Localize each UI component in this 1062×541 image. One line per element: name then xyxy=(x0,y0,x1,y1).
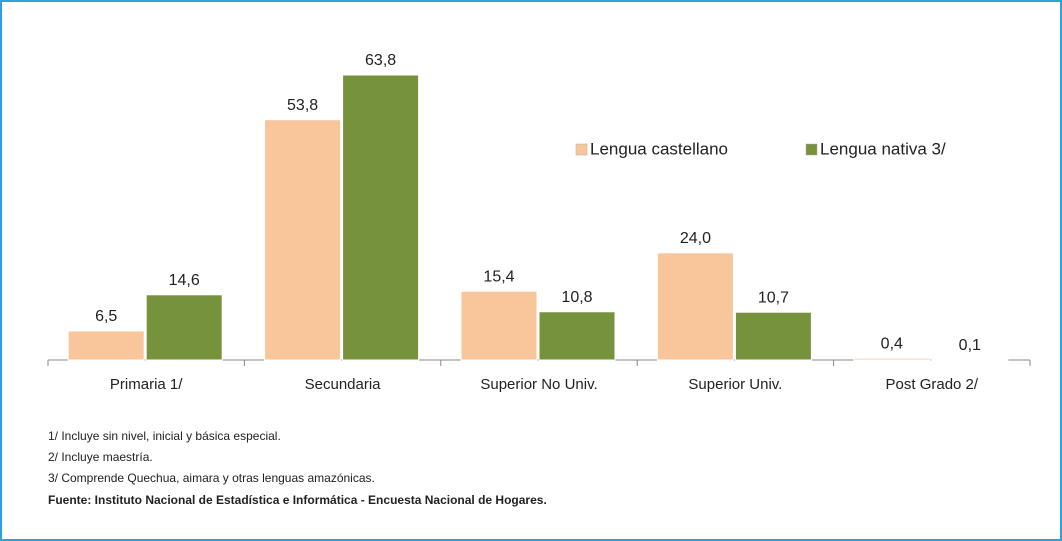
source: Fuente: Instituto Nacional de Estadístic… xyxy=(48,493,547,507)
x-tick-label: Superior Univ. xyxy=(688,376,782,393)
legend-label: Lengua castellano xyxy=(590,139,728,158)
x-tick-label: Superior No Univ. xyxy=(480,376,597,393)
bar xyxy=(853,357,931,361)
bar xyxy=(734,311,812,361)
footnote: 1/ Incluye sin nivel, inicial y básica e… xyxy=(48,429,281,443)
bar xyxy=(67,330,145,361)
legend-label: Lengua nativa 3/ xyxy=(820,139,946,158)
value-label: 10,7 xyxy=(758,289,789,306)
x-tick-label: Post Grado 2/ xyxy=(886,376,979,393)
value-label: 63,8 xyxy=(365,52,396,69)
x-tick-label: Primaria 1/ xyxy=(110,376,183,393)
footnote: 2/ Incluye maestría. xyxy=(48,450,153,464)
value-label: 15,4 xyxy=(483,268,514,285)
bar xyxy=(656,252,734,361)
value-label: 6,5 xyxy=(95,308,117,325)
bar xyxy=(342,74,420,361)
x-tick-label: Secundaria xyxy=(305,376,382,393)
value-label: 0,4 xyxy=(881,335,903,352)
value-label: 53,8 xyxy=(287,97,318,114)
value-label: 10,8 xyxy=(561,289,592,306)
bar xyxy=(538,311,616,361)
bar xyxy=(145,294,223,361)
value-label: 24,0 xyxy=(680,230,711,247)
value-label: 14,6 xyxy=(169,272,200,289)
legend-swatch xyxy=(805,143,818,156)
footnote: 3/ Comprende Quechua, aimara y otras len… xyxy=(48,471,375,485)
bar xyxy=(264,119,342,361)
legend-swatch xyxy=(575,143,588,156)
value-label: 0,1 xyxy=(959,337,981,354)
bar xyxy=(460,290,538,361)
